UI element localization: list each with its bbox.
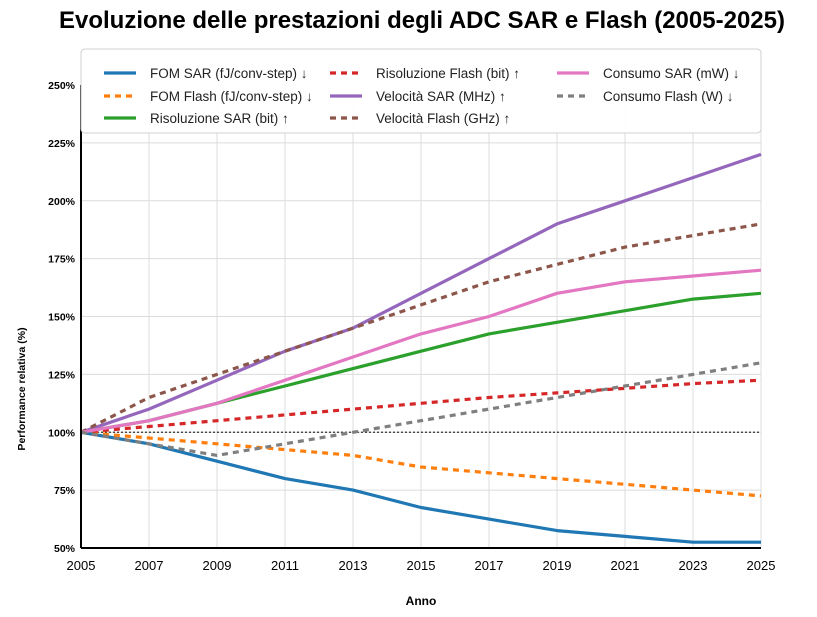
y-tick-label: 150% [48, 312, 76, 324]
series-line-8 [80, 361, 762, 457]
x-tick-label: 2009 [203, 558, 232, 573]
legend-label-2: FOM Flash (fJ/conv-step) ↓ [150, 89, 313, 104]
x-tick-label: 2011 [271, 558, 299, 573]
y-tick-label: 200% [48, 196, 76, 208]
x-tick-label: 2019 [543, 558, 572, 573]
y-tick-label: 75% [54, 485, 76, 497]
x-tick-label: 2015 [407, 558, 436, 573]
x-tick-label: 2007 [135, 558, 164, 573]
x-tick-label: 2017 [475, 558, 504, 573]
chart-title: Evoluzione delle prestazioni degli ADC S… [59, 7, 785, 34]
legend-label-6: Velocità Flash (GHz) ↑ [376, 111, 510, 126]
legend: FOM SAR (fJ/conv-step) ↓ FOM Flash (fJ/co… [80, 48, 762, 134]
y-tick-label: 50% [54, 543, 76, 555]
y-tick-label: 100% [48, 427, 76, 439]
series-line-7 [80, 268, 762, 434]
grid [80, 84, 762, 549]
series-line-1 [80, 430, 761, 544]
series-group [80, 152, 762, 544]
x-tick-label: 2025 [747, 558, 776, 573]
x-tick-label: 2013 [339, 558, 368, 573]
y-tick-label: 125% [48, 369, 76, 381]
y-tick-label: 175% [48, 254, 76, 266]
legend-label-7: Consumo SAR (mW) ↓ [603, 66, 740, 81]
legend-label-5: Velocità SAR (MHz) ↑ [376, 89, 506, 104]
legend-frame [80, 48, 762, 134]
y-tick-label: 250% [48, 80, 76, 92]
x-tick-label: 2021 [611, 558, 640, 573]
y-tick-label: 225% [48, 138, 76, 150]
legend-label-3: Risoluzione SAR (bit) ↑ [150, 111, 289, 126]
x-tick-label: 2005 [67, 558, 96, 573]
legend-label-8: Consumo Flash (W) ↓ [603, 89, 734, 104]
series-line-2 [80, 430, 762, 498]
axes [80, 85, 761, 549]
x-tick-labels: 2005 2007 2009 2011 2013 2015 2017 2019 2021 2023… [67, 558, 776, 573]
y-axis-title: Performance relativa (%) [16, 327, 28, 450]
y-tick-labels: 50% 75% 100% 125% 150% 175% 200% 225% 250% [48, 80, 76, 555]
x-tick-label: 2023 [679, 558, 708, 573]
series-line-5 [80, 152, 762, 434]
series-line-6 [80, 222, 762, 434]
series-line-4 [80, 378, 762, 434]
legend-label-1: FOM SAR (fJ/conv-step) ↓ [150, 66, 308, 81]
x-axis-title: Anno [406, 594, 437, 608]
legend-label-4: Risoluzione Flash (bit) ↑ [376, 66, 520, 81]
